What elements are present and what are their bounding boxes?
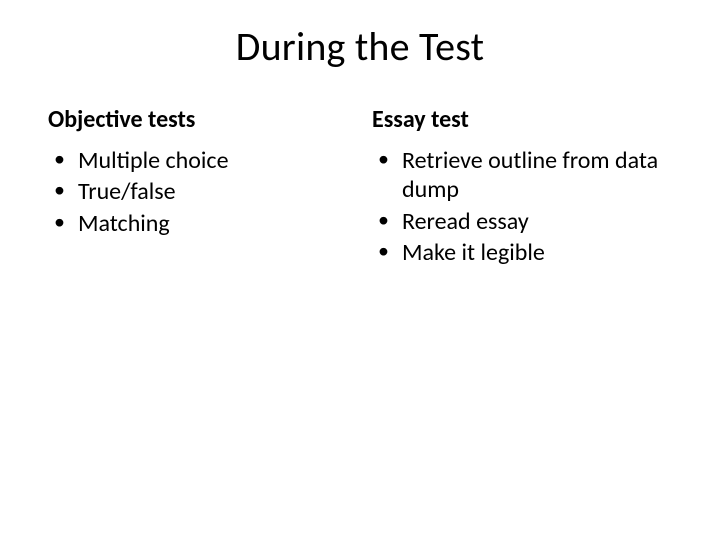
- slide: During the Test Objective tests Multiple…: [0, 0, 720, 540]
- right-bullet-list: Retrieve outline from data dump Reread e…: [372, 146, 672, 267]
- right-column: Essay test Retrieve outline from data du…: [372, 105, 672, 269]
- list-item: Matching: [52, 209, 348, 238]
- left-column: Objective tests Multiple choice True/fal…: [48, 105, 348, 269]
- right-column-heading: Essay test: [372, 105, 672, 134]
- left-column-heading: Objective tests: [48, 105, 348, 134]
- slide-title: During the Test: [48, 22, 672, 71]
- list-item: Reread essay: [376, 207, 672, 236]
- list-item: Make it legible: [376, 238, 672, 267]
- list-item: Multiple choice: [52, 146, 348, 175]
- list-item: Retrieve outline from data dump: [376, 146, 672, 205]
- left-bullet-list: Multiple choice True/false Matching: [48, 146, 348, 238]
- columns-container: Objective tests Multiple choice True/fal…: [48, 105, 672, 269]
- list-item: True/false: [52, 177, 348, 206]
